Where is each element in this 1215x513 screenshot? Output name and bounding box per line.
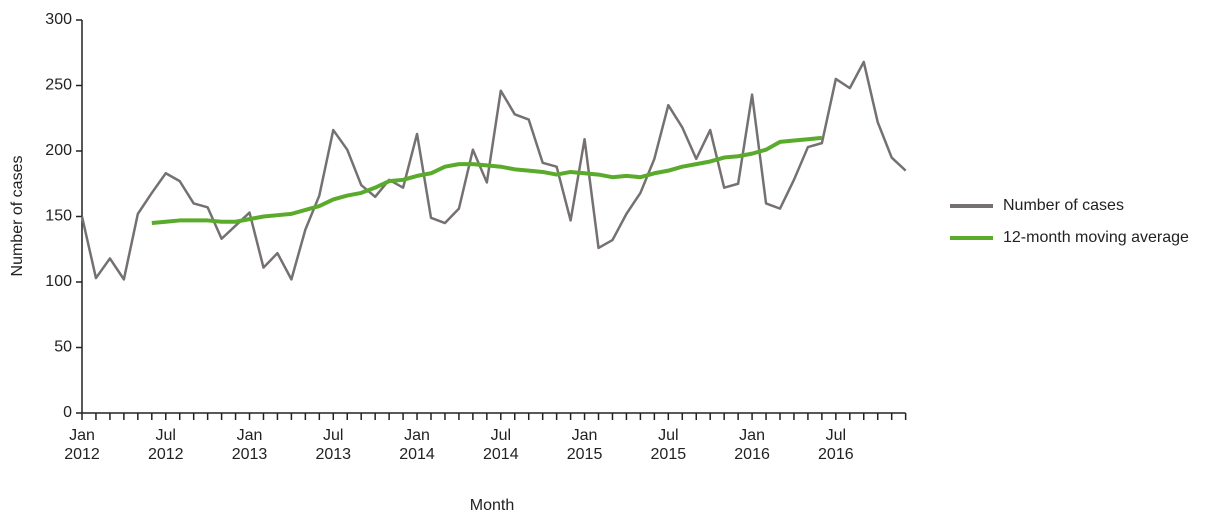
series-line (151, 135, 823, 226)
x-tick-label: Jul 2013 (315, 427, 352, 463)
x-tick-label: Jan 2012 (64, 427, 100, 463)
y-tick-label: 50 (54, 339, 72, 356)
legend-label: Number of cases (1003, 197, 1124, 214)
legend-label: 12-month moving average (1003, 229, 1189, 246)
x-tick-label: Jan 2015 (566, 427, 603, 463)
y-tick-label: 250 (45, 77, 72, 94)
y-tick-label: 300 (45, 11, 72, 28)
y-tick-label: 0 (63, 404, 72, 421)
x-tick-label: Jan 2016 (734, 427, 770, 463)
y-tick-label: 200 (45, 142, 72, 159)
x-axis-label: Month (470, 497, 514, 513)
x-tick-label: Jan 2013 (231, 427, 268, 463)
x-tick-label: Jul 2015 (650, 427, 687, 463)
y-tick-label: 100 (45, 273, 72, 290)
series-line (80, 60, 907, 281)
x-tick-label: Jul 2014 (483, 427, 519, 463)
y-tick-label: 150 (45, 208, 72, 225)
x-tick-label: Jul 2012 (147, 427, 184, 463)
x-tick-label: Jan 2014 (399, 427, 435, 463)
x-tick-label: Jul 2016 (818, 427, 854, 463)
y-axis-label: Number of cases (9, 156, 26, 277)
